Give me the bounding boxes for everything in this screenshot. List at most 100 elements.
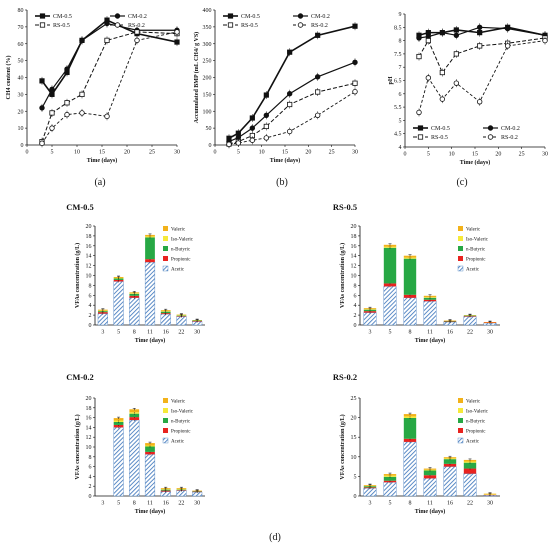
data-point-cm-0-5 bbox=[249, 115, 255, 121]
panel-letter-a: (a) bbox=[94, 177, 105, 188]
bar-segment-propionic bbox=[145, 451, 155, 455]
data-point-rs-0-2 bbox=[235, 140, 242, 146]
x-tick-label: 15 bbox=[99, 150, 105, 156]
x-tick-label: 30 bbox=[352, 150, 358, 156]
bar-segment-propionic bbox=[403, 294, 417, 298]
legend-label-acetic: Acetic bbox=[171, 268, 185, 273]
data-point-cm-0-2 bbox=[416, 35, 422, 41]
legend-swatch-valeric bbox=[163, 398, 168, 403]
legend-label-cm-0-2: CM-0.2 bbox=[311, 14, 330, 20]
y-tick-label: 150 bbox=[203, 92, 212, 98]
legend-swatch-propionic bbox=[458, 256, 463, 261]
y-axis-title: Accumulated BMP (mL CH4/ g VS) bbox=[193, 32, 200, 123]
data-point-rs-0-2 bbox=[504, 43, 511, 49]
y-tick-label: 0 bbox=[354, 494, 357, 500]
bar-segment-n-butyric bbox=[443, 459, 457, 464]
data-point-rs-0-5 bbox=[453, 51, 459, 57]
y-tick-label: 5 bbox=[354, 474, 357, 480]
y-tick-label: 2 bbox=[89, 313, 92, 319]
legend-label-rs-0-2: RS-0.2 bbox=[501, 135, 518, 141]
legend-swatch-n-butyric bbox=[163, 246, 168, 251]
y-tick-label: 2 bbox=[89, 484, 92, 490]
x-axis-title: Time (days) bbox=[460, 159, 490, 166]
y-tick-label: 50 bbox=[18, 59, 24, 65]
legend-label-rs-0-2: RS-0.2 bbox=[311, 23, 328, 29]
y-tick-label: 400 bbox=[203, 8, 212, 14]
y-tick-label: 30 bbox=[18, 92, 24, 98]
line-chart-2: 4 4.5 5 5.5 6 6.5 7 7.5 8 8.5 9 0 5 10 15 20 25 30 Time (d… bbox=[388, 12, 548, 166]
y-tick-label: 18 bbox=[86, 406, 92, 412]
legend-label-n-butyric: n-Butyric bbox=[466, 248, 486, 253]
y-axis-title: VFAs concentration (g/L) bbox=[339, 243, 346, 308]
x-axis-title: Time (days) bbox=[87, 157, 117, 164]
x-tick-label: 0 bbox=[214, 150, 217, 156]
y-tick-label: 10 bbox=[18, 126, 24, 132]
legend-label-n-butyric: n-Butyric bbox=[466, 420, 486, 425]
y-tick-label: 0 bbox=[89, 323, 92, 329]
legend-label-iso-valeric: Iso-Valeric bbox=[466, 410, 489, 415]
legend-label-rs-0-2: RS-0.2 bbox=[128, 23, 145, 29]
y-tick-label: 350 bbox=[203, 25, 212, 31]
series-rs-0-5 bbox=[226, 79, 358, 148]
legend-label-cm-0-2: CM-0.2 bbox=[501, 126, 520, 132]
legend-marker-cm-0-2 bbox=[114, 13, 121, 19]
data-point-cm-0-2 bbox=[263, 112, 270, 118]
bar-segment-acetic bbox=[363, 487, 377, 497]
bar-segment-acetic bbox=[443, 466, 457, 497]
legend-label-rs-0-5: RS-0.5 bbox=[431, 135, 448, 141]
series-line-rs-0-5 bbox=[41, 31, 178, 142]
data-point-rs-0-5 bbox=[287, 101, 293, 108]
data-point-rs-0-5 bbox=[477, 43, 483, 49]
x-tick-label: 16 bbox=[447, 330, 453, 336]
data-point-rs-0-2 bbox=[286, 128, 293, 135]
bar-segment-propionic bbox=[443, 463, 457, 467]
x-tick-label: 30 bbox=[487, 501, 493, 507]
legend-label-rs-0-5: RS-0.5 bbox=[241, 23, 258, 29]
bar-segment-acetic bbox=[463, 473, 477, 497]
series-cm-0-2 bbox=[39, 19, 180, 112]
y-tick-label: 4 bbox=[89, 303, 92, 309]
x-tick-label: 30 bbox=[487, 330, 493, 336]
data-point-rs-0-5 bbox=[439, 69, 445, 76]
x-tick-label: 25 bbox=[149, 150, 155, 156]
legend-marker-cm-0-5 bbox=[227, 13, 234, 19]
legend-marker-rs-0-5 bbox=[417, 134, 424, 140]
bar-segment-acetic bbox=[383, 286, 397, 326]
x-tick-label: 10 bbox=[449, 152, 455, 158]
y-tick-label: 8 bbox=[399, 39, 402, 45]
line-chart-0: 0 10 20 30 40 50 60 70 80 0 5 10 15 20 25 30 Time (days)… bbox=[5, 8, 180, 164]
legend-label-acetic: Acetic bbox=[466, 268, 480, 273]
y-tick-label: 8 bbox=[89, 283, 92, 289]
y-tick-label: 100 bbox=[203, 109, 212, 115]
y-tick-label: 8 bbox=[89, 455, 92, 461]
y-tick-label: 4 bbox=[354, 303, 357, 309]
y-tick-label: 60 bbox=[18, 42, 24, 48]
series-rs-0-5 bbox=[416, 33, 548, 77]
y-tick-label: 4 bbox=[399, 145, 402, 151]
bar-segment-valeric bbox=[403, 414, 417, 417]
y-tick-label: 9 bbox=[399, 12, 402, 18]
y-tick-label: 2 bbox=[354, 313, 357, 319]
y-tick-label: 5.5 bbox=[394, 105, 402, 111]
y-tick-label: 20 bbox=[86, 396, 92, 402]
y-tick-label: 250 bbox=[203, 59, 212, 65]
bar-segment-acetic bbox=[403, 441, 417, 497]
y-tick-label: 8.5 bbox=[394, 25, 402, 31]
bar-chart-cm-0-5: CM-0.5 0 2 4 6 8 10 12 14 16 18 20 3 5 8 11 16 22 30 Time (… bbox=[66, 202, 205, 344]
bar-segment-n-butyric bbox=[383, 247, 397, 284]
legend: CM-0.5 CM-0.2 RS-0.5 RS-0.2 bbox=[223, 13, 330, 29]
data-point-rs-0-2 bbox=[425, 75, 432, 81]
bar-segment-propionic bbox=[383, 283, 397, 287]
series-cm-0-2 bbox=[416, 23, 548, 42]
x-tick-label: 22 bbox=[467, 501, 473, 507]
bar-segment-n-butyric bbox=[383, 476, 397, 481]
bar-segment-valeric bbox=[129, 409, 140, 413]
x-tick-label: 8 bbox=[133, 330, 136, 336]
bar-segment-acetic bbox=[463, 316, 477, 326]
data-point-rs-0-2 bbox=[416, 109, 422, 116]
data-point-cm-0-5 bbox=[352, 23, 358, 29]
x-tick-label: 0 bbox=[26, 150, 29, 156]
legend-label-valeric: Valeric bbox=[171, 400, 186, 405]
series-line-cm-0-5 bbox=[41, 19, 178, 96]
legend-swatch-propionic bbox=[163, 428, 168, 433]
